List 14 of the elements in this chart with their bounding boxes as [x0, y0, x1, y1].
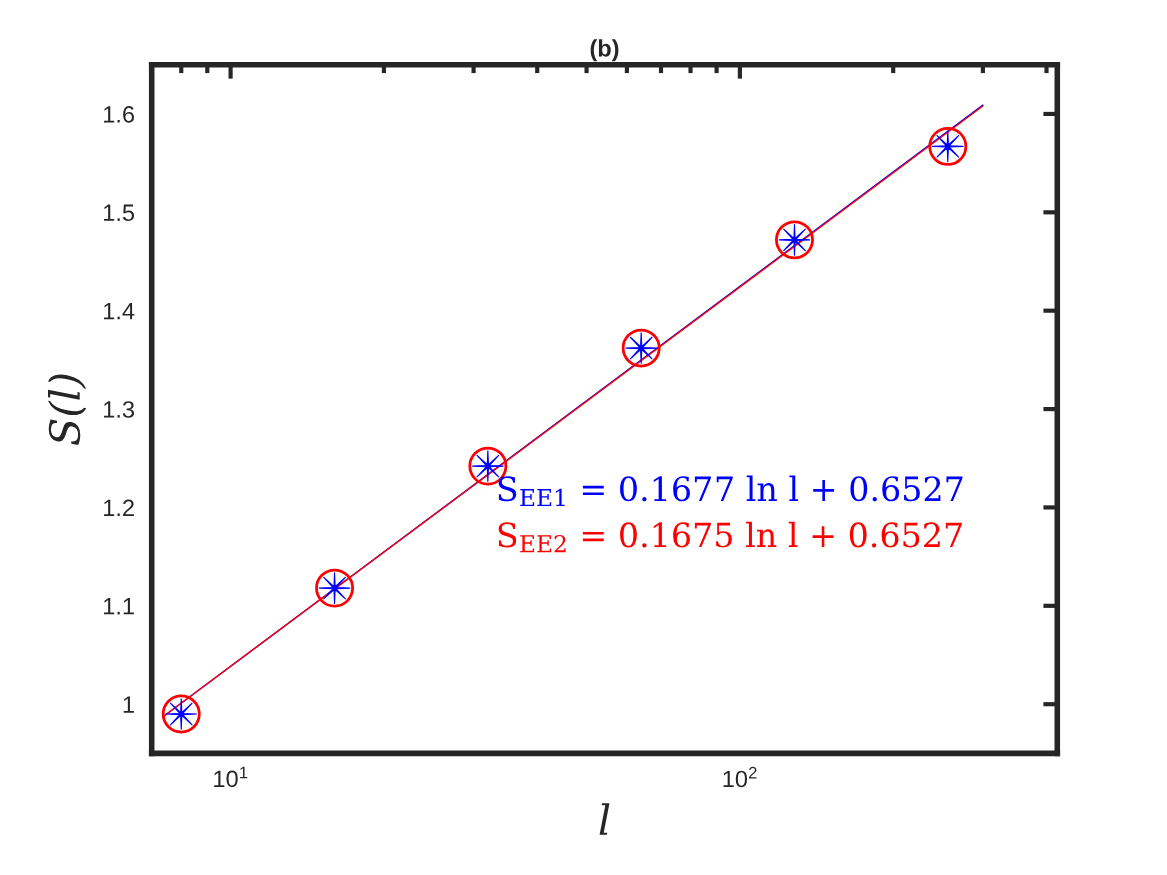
y-tick-label: 1 — [123, 696, 134, 713]
x-axis-title: l — [599, 803, 610, 835]
y-tick-label: 1.3 — [104, 401, 135, 418]
y-tick-label: 1.1 — [104, 598, 134, 615]
x-tick-label: 10$^{2}$ — [723, 766, 757, 788]
chart-title: (b) — [590, 39, 619, 62]
y-tick-label: 1.4 — [104, 303, 135, 320]
y-axis-title: S(l) — [48, 374, 87, 446]
y-tick-label: 1.6 — [104, 106, 135, 123]
annotation: S$_{EE1}$ = 0.1677 ln l + 0.6527 — [498, 475, 963, 507]
y-tick-label: 1.2 — [104, 499, 134, 516]
x-tick-label: 10$^{1}$ — [214, 766, 248, 788]
y-tick-label: 1.5 — [104, 204, 135, 222]
annotation: S$_{EE2}$ = 0.1675 ln l + 0.6527 — [498, 521, 962, 553]
